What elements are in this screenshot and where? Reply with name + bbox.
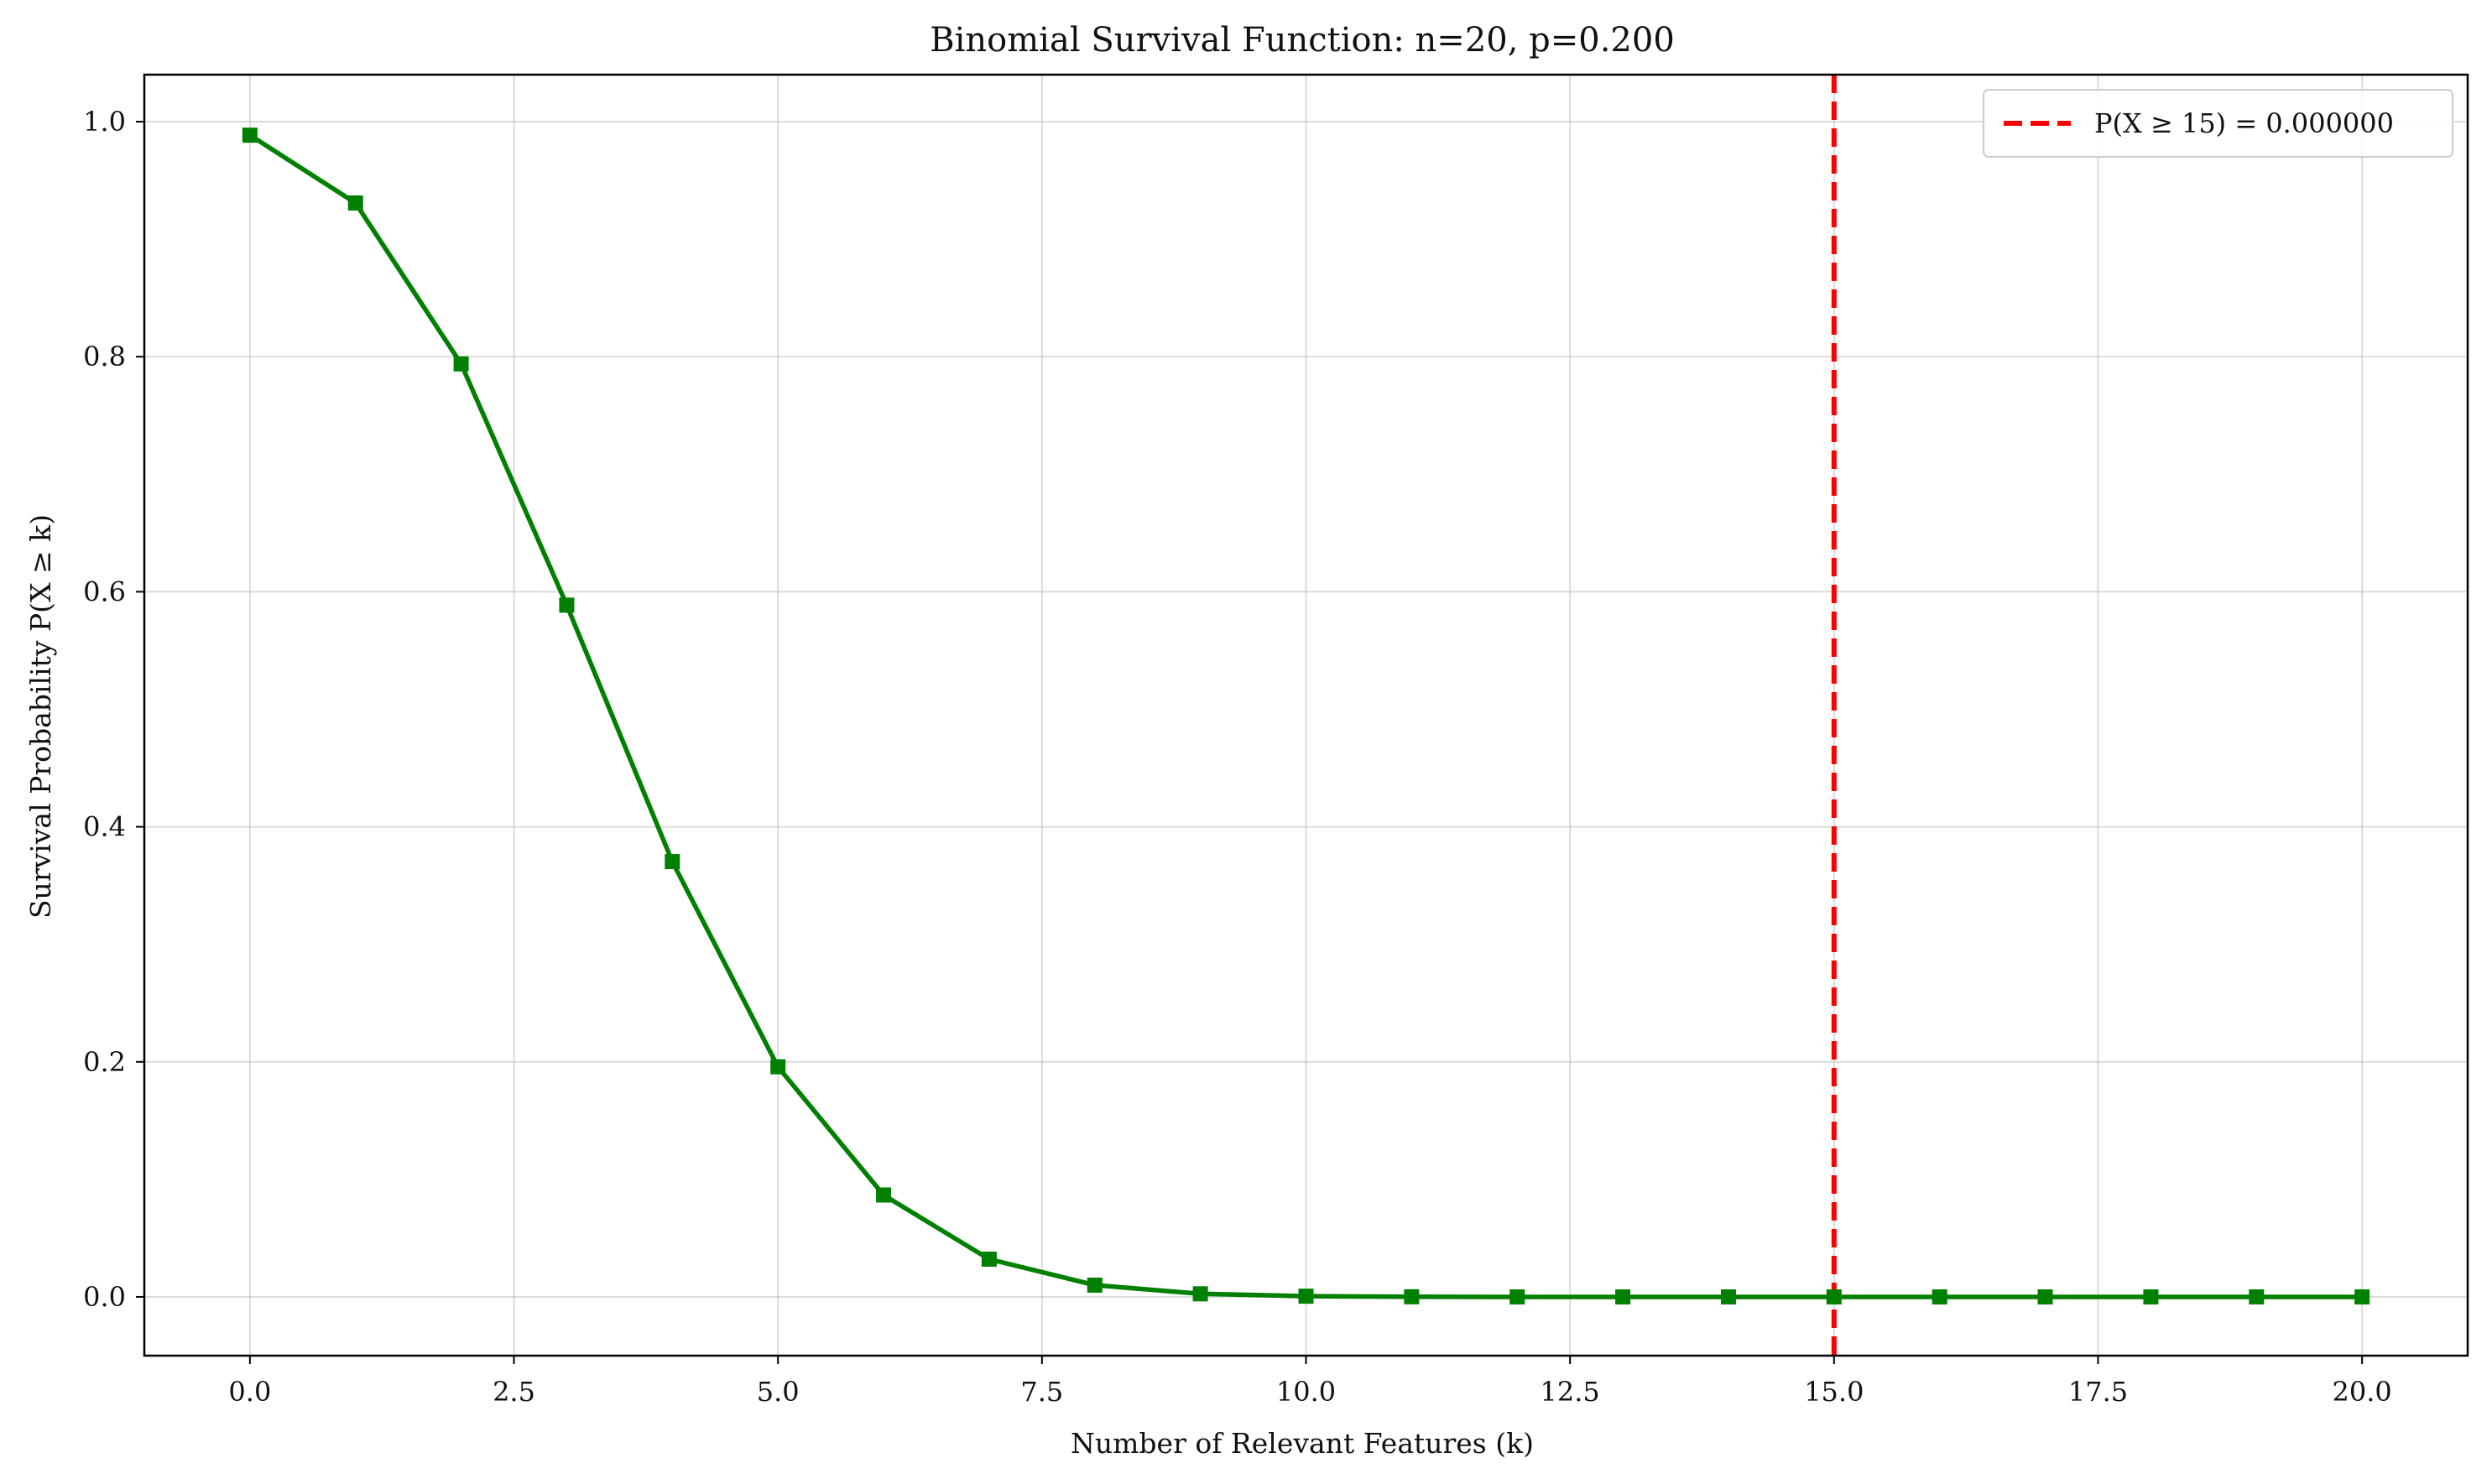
series-layer <box>242 128 2370 1304</box>
chart-title: Binomial Survival Function: n=20, p=0.20… <box>930 21 1675 60</box>
data-point-0-20 <box>2354 1289 2370 1304</box>
data-point-0-19 <box>2249 1289 2265 1304</box>
data-point-0-12 <box>1509 1289 1525 1304</box>
y-tick-label-5: 1.0 <box>83 106 126 138</box>
data-point-0-6 <box>876 1187 892 1203</box>
y-tick-label-4: 0.8 <box>83 341 126 372</box>
y-axis-ticks: 0.0 0.2 0.4 0.6 0.8 1.0 <box>83 106 144 1313</box>
x-axis-label: Number of Relevant Features (k) <box>1071 1427 1534 1460</box>
data-point-0-4 <box>665 854 680 870</box>
data-point-0-3 <box>559 597 575 613</box>
legend-box <box>1983 89 2453 158</box>
legend: P(X ≥ 15) = 0.000000 <box>1983 89 2453 158</box>
x-tick-label-8: 20.0 <box>2333 1376 2392 1408</box>
x-tick-label-1: 2.5 <box>493 1376 535 1408</box>
y-tick-label-3: 0.6 <box>83 575 126 607</box>
data-point-0-0 <box>242 128 258 143</box>
y-tick-label-1: 0.2 <box>83 1046 126 1078</box>
y-axis-label: Survival Probability P(X ≥ k) <box>24 514 57 919</box>
data-point-0-8 <box>1087 1277 1103 1293</box>
data-point-0-15 <box>1826 1289 1842 1304</box>
x-tick-label-3: 7.5 <box>1020 1376 1063 1408</box>
data-point-0-13 <box>1615 1289 1631 1304</box>
data-point-0-5 <box>770 1059 786 1075</box>
x-tick-label-4: 10.0 <box>1276 1376 1336 1408</box>
x-tick-label-0: 0.0 <box>228 1376 271 1408</box>
x-tick-label-6: 15.0 <box>1804 1376 1864 1408</box>
data-point-0-9 <box>1192 1286 1208 1302</box>
data-point-0-14 <box>1720 1289 1736 1304</box>
data-point-0-2 <box>453 356 469 372</box>
x-tick-label-5: 12.5 <box>1541 1376 1600 1408</box>
y-tick-label-0: 0.0 <box>83 1281 126 1313</box>
legend-label-0: P(X ≥ 15) = 0.000000 <box>2094 107 2394 139</box>
data-point-0-10 <box>1298 1289 1314 1304</box>
data-point-0-11 <box>1404 1289 1420 1304</box>
x-axis-ticks: 0.0 2.5 5.0 7.5 10.0 12.5 15.0 17.5 20.0 <box>228 1356 2392 1408</box>
data-point-0-7 <box>981 1251 997 1267</box>
data-point-0-16 <box>1932 1289 1947 1304</box>
data-point-0-17 <box>2037 1289 2053 1304</box>
x-tick-label-2: 5.0 <box>757 1376 800 1408</box>
data-point-0-18 <box>2143 1289 2159 1304</box>
y-tick-label-2: 0.4 <box>83 811 126 843</box>
data-point-0-1 <box>347 195 363 211</box>
x-tick-label-7: 17.5 <box>2068 1376 2128 1408</box>
